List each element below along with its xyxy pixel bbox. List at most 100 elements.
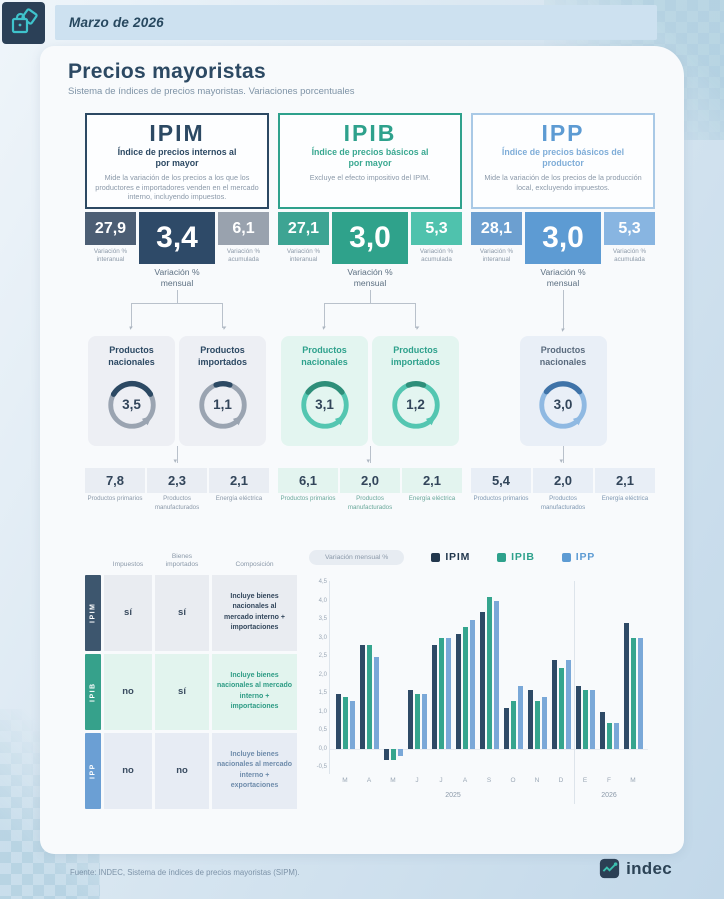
chart-bar xyxy=(517,686,524,750)
chart-bar xyxy=(359,645,365,750)
row-label-ipim: IPIM xyxy=(85,574,101,651)
month-label: J xyxy=(415,776,419,784)
chart-bar xyxy=(431,645,437,750)
productos-importados-box: Productos importados 1,2 xyxy=(372,336,459,447)
connector-down xyxy=(85,446,269,468)
circular-arrow-gauge: 1,1 xyxy=(194,376,252,434)
y-axis-tick: -0,5 xyxy=(316,764,327,771)
circular-arrow-gauge: 3,5 xyxy=(103,376,161,434)
chart-bar xyxy=(407,689,413,750)
ipim-definition-card: IPIM Índice de precios internos al por m… xyxy=(85,113,269,209)
chart-bar xyxy=(637,638,644,750)
month-label: O xyxy=(510,776,516,784)
table-cell: sí xyxy=(104,574,152,651)
productos-nacionales-box: Productos nacionales 3,5 xyxy=(88,336,175,447)
ipp-legend-swatch xyxy=(561,552,571,562)
chart-bar xyxy=(510,700,517,750)
table-cell-composition: Incluye bienes nacionales al mercado int… xyxy=(212,653,297,730)
y-axis-tick: 0,5 xyxy=(318,727,327,734)
index-subtitle: Índice de precios básicos del productor xyxy=(501,147,625,169)
chart-bar xyxy=(421,693,428,750)
y-axis-tick: 4,0 xyxy=(318,597,327,604)
index-subtitle: Índice de precios internos al por mayor xyxy=(117,147,237,169)
manufacturados-value: 2,0 xyxy=(340,468,400,494)
circular-arrow-icon xyxy=(107,380,156,429)
circular-arrow-gauge: 3,1 xyxy=(296,376,354,434)
chart-bar xyxy=(606,723,613,750)
ipp-definition-card: IPP Índice de precios básicos del produc… xyxy=(471,113,655,209)
table-cell: no xyxy=(155,732,209,809)
ipp-values: 28,1 Variación % interanual 3,0 Variació… xyxy=(471,212,655,288)
month-label: A xyxy=(462,776,468,784)
accumulated-value: 5,3 xyxy=(604,212,655,245)
connector-down xyxy=(278,446,462,468)
indec-logo-text: indec xyxy=(626,858,672,878)
chart-bar xyxy=(613,723,620,750)
ipib-legend-swatch xyxy=(497,552,507,562)
month-label: F xyxy=(607,776,611,784)
legend-label: IPIM xyxy=(445,551,471,564)
chart-bar xyxy=(479,612,485,750)
month-label: M xyxy=(390,776,396,784)
indec-logo: indec xyxy=(599,858,672,879)
ipim-breakdown: 7,8 Productos primarios 2,3 Productos manu… xyxy=(85,468,269,511)
y-axis-tick: 2,5 xyxy=(318,653,327,660)
monthly-label: Variación % mensual xyxy=(154,267,200,288)
ipp-products: Productos nacionales 3,0 xyxy=(471,336,655,447)
main-card: Precios mayoristas Sistema de índices de… xyxy=(40,46,684,854)
index-name: IPIM xyxy=(149,120,205,146)
month-label: D xyxy=(558,776,564,784)
energia-value: 2,1 xyxy=(209,468,269,494)
index-column-ipim: IPIM Índice de precios internos al por m… xyxy=(85,113,269,512)
interannual-value: 27,1 xyxy=(278,212,329,245)
ipib-products: Productos nacionales 3,1 Productos impor… xyxy=(278,336,462,447)
chart-bar xyxy=(462,626,469,750)
primarios-value: 6,1 xyxy=(278,468,338,494)
index-description: Mide la variación de los precios a los q… xyxy=(95,173,259,202)
year-divider-line xyxy=(573,580,575,804)
circular-arrow-gauge: 3,0 xyxy=(534,376,592,434)
y-axis-tick: 3,0 xyxy=(318,634,327,641)
chart-bar xyxy=(469,619,476,750)
index-column-ipp: IPP Índice de precios básicos del produc… xyxy=(471,113,655,512)
connector-split xyxy=(85,288,269,336)
ipim-legend-swatch xyxy=(431,552,441,562)
comparison-table: Impuestos Bienes importados Composición … xyxy=(85,546,297,815)
interannual-label: Variación % interanual xyxy=(93,248,128,264)
energia-value: 2,1 xyxy=(595,468,655,494)
y-axis-tick: 3,5 xyxy=(318,616,327,623)
index-columns: IPIM Índice de precios internos al por m… xyxy=(85,113,655,512)
chart-bar xyxy=(503,708,509,750)
month-label: E xyxy=(582,776,588,784)
bottom-section: Impuestos Bienes importados Composición … xyxy=(85,546,655,815)
chart-bar xyxy=(575,686,581,750)
monthly-value: 3,0 xyxy=(332,212,408,264)
chart-bar xyxy=(565,660,572,750)
circular-arrow-icon xyxy=(391,380,440,429)
primarios-value: 5,4 xyxy=(471,468,531,494)
y-axis-tick: 1,0 xyxy=(318,708,327,715)
chart-bar xyxy=(373,656,380,750)
chart-bar xyxy=(589,689,596,750)
ipim-products: Productos nacionales 3,5 Productos impor… xyxy=(85,336,269,447)
chart-bar xyxy=(335,693,341,750)
circular-arrow-icon xyxy=(198,380,247,429)
index-description: Mide la variación de los precios de la p… xyxy=(484,173,642,192)
chart-bar xyxy=(397,749,404,757)
connector-down xyxy=(471,446,655,468)
y-axis-tick: 4,5 xyxy=(318,579,327,586)
y-axis-tick: 0,0 xyxy=(318,745,327,752)
page-title: Precios mayoristas xyxy=(68,60,267,83)
connector-split xyxy=(278,288,462,336)
page-subtitle: Sistema de índices de precios mayoristas… xyxy=(68,86,355,97)
month-label: J xyxy=(439,776,443,784)
productos-importados-box: Productos importados 1,1 xyxy=(179,336,266,447)
legend-label: IPIB xyxy=(511,551,535,564)
month-label: N xyxy=(534,776,540,784)
year-label: 2025 xyxy=(445,791,461,799)
index-column-ipib: IPIB Índice de precios básicos al por ma… xyxy=(278,113,462,512)
chart-legend: Variación mensual % IPIM IPIB IPP xyxy=(309,549,655,565)
price-tags-icon xyxy=(2,2,45,44)
chart-bar xyxy=(366,645,373,750)
chart-bar xyxy=(582,689,589,750)
